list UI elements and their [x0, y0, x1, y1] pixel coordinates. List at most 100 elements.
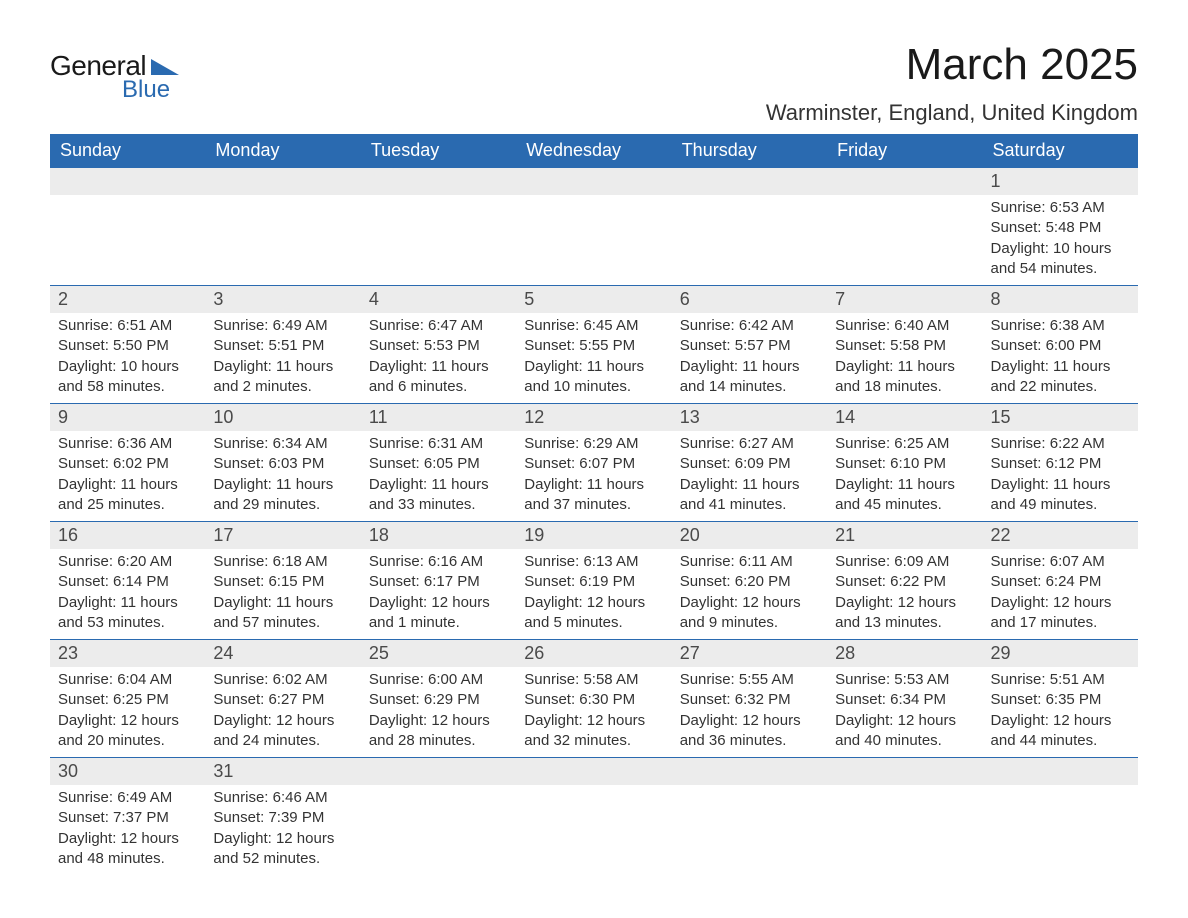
day-number-cell: 10	[205, 404, 360, 432]
day-number-cell: 9	[50, 404, 205, 432]
day-number-cell: 27	[672, 640, 827, 668]
daylight-text-1: Daylight: 10 hours	[991, 239, 1130, 259]
daylight-text-2: and 36 minutes.	[680, 731, 819, 751]
daylight-text-2: and 13 minutes.	[835, 613, 974, 633]
sunset-text: Sunset: 6:15 PM	[213, 572, 352, 592]
day-number-cell: 15	[983, 404, 1138, 432]
day-detail-cell: Sunrise: 6:04 AMSunset: 6:25 PMDaylight:…	[50, 667, 205, 758]
sunrise-text: Sunrise: 6:13 AM	[524, 552, 663, 572]
sunset-text: Sunset: 6:00 PM	[991, 336, 1130, 356]
daylight-text-2: and 32 minutes.	[524, 731, 663, 751]
day-detail-cell: Sunrise: 6:00 AMSunset: 6:29 PMDaylight:…	[361, 667, 516, 758]
day-detail-cell	[361, 785, 516, 875]
sunset-text: Sunset: 6:14 PM	[58, 572, 197, 592]
day-detail-cell: Sunrise: 6:34 AMSunset: 6:03 PMDaylight:…	[205, 431, 360, 522]
sunset-text: Sunset: 6:32 PM	[680, 690, 819, 710]
day-detail-cell: Sunrise: 6:13 AMSunset: 6:19 PMDaylight:…	[516, 549, 671, 640]
daylight-text-2: and 58 minutes.	[58, 377, 197, 397]
sunrise-text: Sunrise: 5:51 AM	[991, 670, 1130, 690]
sunset-text: Sunset: 6:19 PM	[524, 572, 663, 592]
daylight-text-2: and 6 minutes.	[369, 377, 508, 397]
daylight-text-2: and 45 minutes.	[835, 495, 974, 515]
calendar-table: SundayMondayTuesdayWednesdayThursdayFrid…	[50, 134, 1138, 875]
sunrise-text: Sunrise: 6:11 AM	[680, 552, 819, 572]
daylight-text-1: Daylight: 11 hours	[58, 475, 197, 495]
daylight-text-1: Daylight: 11 hours	[835, 357, 974, 377]
daylight-text-1: Daylight: 11 hours	[991, 357, 1130, 377]
daylight-text-1: Daylight: 11 hours	[369, 475, 508, 495]
daylight-text-1: Daylight: 11 hours	[524, 357, 663, 377]
sunrise-text: Sunrise: 6:09 AM	[835, 552, 974, 572]
day-detail-row: Sunrise: 6:51 AMSunset: 5:50 PMDaylight:…	[50, 313, 1138, 404]
day-number-cell	[672, 168, 827, 196]
day-detail-cell	[516, 785, 671, 875]
daylight-text-2: and 24 minutes.	[213, 731, 352, 751]
sunrise-text: Sunrise: 6:20 AM	[58, 552, 197, 572]
daylight-text-1: Daylight: 11 hours	[58, 593, 197, 613]
day-number-cell: 1	[983, 168, 1138, 196]
day-number-cell: 26	[516, 640, 671, 668]
daylight-text-2: and 1 minute.	[369, 613, 508, 633]
sunset-text: Sunset: 6:29 PM	[369, 690, 508, 710]
month-title: March 2025	[766, 40, 1138, 90]
sunset-text: Sunset: 6:05 PM	[369, 454, 508, 474]
day-header-cell: Monday	[205, 134, 360, 168]
day-detail-cell: Sunrise: 6:07 AMSunset: 6:24 PMDaylight:…	[983, 549, 1138, 640]
day-number-cell	[516, 168, 671, 196]
daylight-text-1: Daylight: 11 hours	[680, 475, 819, 495]
day-number-cell: 22	[983, 522, 1138, 550]
day-header-cell: Wednesday	[516, 134, 671, 168]
day-detail-row: Sunrise: 6:04 AMSunset: 6:25 PMDaylight:…	[50, 667, 1138, 758]
sunrise-text: Sunrise: 6:00 AM	[369, 670, 508, 690]
daylight-text-1: Daylight: 12 hours	[213, 829, 352, 849]
day-number-cell: 25	[361, 640, 516, 668]
day-number-cell	[983, 758, 1138, 786]
daylight-text-2: and 37 minutes.	[524, 495, 663, 515]
header: General Blue March 2025 Warminster, Engl…	[50, 40, 1138, 126]
day-detail-cell: Sunrise: 6:49 AMSunset: 7:37 PMDaylight:…	[50, 785, 205, 875]
day-detail-cell: Sunrise: 6:16 AMSunset: 6:17 PMDaylight:…	[361, 549, 516, 640]
sunset-text: Sunset: 7:37 PM	[58, 808, 197, 828]
sunset-text: Sunset: 6:07 PM	[524, 454, 663, 474]
day-number-cell: 20	[672, 522, 827, 550]
day-detail-cell: Sunrise: 6:47 AMSunset: 5:53 PMDaylight:…	[361, 313, 516, 404]
day-detail-cell: Sunrise: 5:58 AMSunset: 6:30 PMDaylight:…	[516, 667, 671, 758]
daylight-text-1: Daylight: 12 hours	[680, 711, 819, 731]
day-number-cell: 13	[672, 404, 827, 432]
daylight-text-2: and 41 minutes.	[680, 495, 819, 515]
day-number-row: 1	[50, 168, 1138, 196]
day-number-cell	[50, 168, 205, 196]
sunset-text: Sunset: 5:48 PM	[991, 218, 1130, 238]
daylight-text-2: and 33 minutes.	[369, 495, 508, 515]
day-number-row: 2345678	[50, 286, 1138, 314]
day-number-cell: 14	[827, 404, 982, 432]
sunset-text: Sunset: 7:39 PM	[213, 808, 352, 828]
day-detail-cell: Sunrise: 6:02 AMSunset: 6:27 PMDaylight:…	[205, 667, 360, 758]
day-number-cell: 2	[50, 286, 205, 314]
day-number-cell	[672, 758, 827, 786]
day-number-cell	[516, 758, 671, 786]
day-detail-cell: Sunrise: 6:09 AMSunset: 6:22 PMDaylight:…	[827, 549, 982, 640]
daylight-text-1: Daylight: 11 hours	[835, 475, 974, 495]
sunset-text: Sunset: 6:09 PM	[680, 454, 819, 474]
daylight-text-2: and 28 minutes.	[369, 731, 508, 751]
day-detail-cell: Sunrise: 6:36 AMSunset: 6:02 PMDaylight:…	[50, 431, 205, 522]
day-header-cell: Thursday	[672, 134, 827, 168]
location: Warminster, England, United Kingdom	[766, 100, 1138, 126]
day-number-cell	[827, 168, 982, 196]
day-detail-cell: Sunrise: 6:46 AMSunset: 7:39 PMDaylight:…	[205, 785, 360, 875]
day-number-cell: 24	[205, 640, 360, 668]
day-number-cell: 28	[827, 640, 982, 668]
sunrise-text: Sunrise: 5:58 AM	[524, 670, 663, 690]
day-detail-cell	[205, 195, 360, 286]
daylight-text-2: and 10 minutes.	[524, 377, 663, 397]
sunset-text: Sunset: 5:57 PM	[680, 336, 819, 356]
sunrise-text: Sunrise: 6:07 AM	[991, 552, 1130, 572]
logo-word-2: Blue	[122, 76, 179, 104]
day-detail-cell	[50, 195, 205, 286]
sunset-text: Sunset: 6:17 PM	[369, 572, 508, 592]
daylight-text-1: Daylight: 12 hours	[991, 711, 1130, 731]
daylight-text-1: Daylight: 11 hours	[213, 357, 352, 377]
daylight-text-2: and 54 minutes.	[991, 259, 1130, 279]
sunrise-text: Sunrise: 5:53 AM	[835, 670, 974, 690]
